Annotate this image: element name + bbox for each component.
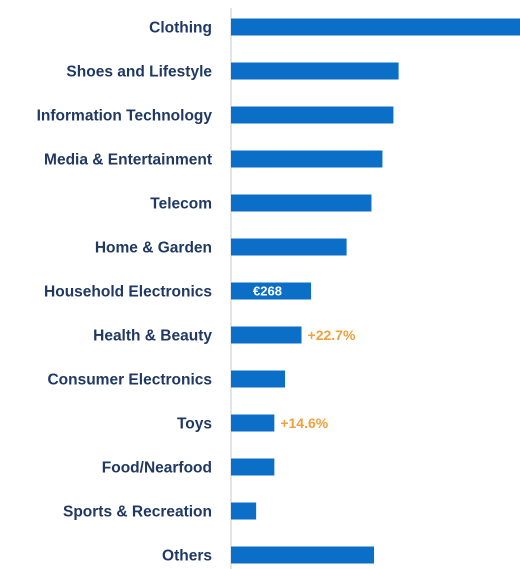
category-label-food-nearfood: Food/Nearfood	[102, 460, 212, 477]
bar-clothing	[231, 18, 520, 36]
bar-consumer-electronics	[231, 370, 286, 388]
bars-layer: €268 +22.7% +14.6%	[231, 18, 520, 564]
category-label-telecom: Telecom	[150, 196, 212, 213]
bar-shoes-and-lifestyle	[231, 62, 399, 80]
category-label-others: Others	[162, 548, 212, 565]
category-label-toys: Toys	[177, 416, 212, 433]
category-label-sports-and-recreation: Sports & Recreation	[63, 504, 212, 521]
bar-home-and-garden	[231, 238, 347, 256]
category-label-media-and-entertainment: Media & Entertainment	[44, 152, 212, 169]
growth-annotation-health-and-beauty: +22.7%	[308, 327, 356, 343]
bar-household-electronics	[231, 282, 312, 300]
bar-sports-and-recreation	[231, 502, 257, 520]
data-label-household-electronics: €268	[253, 284, 282, 299]
category-label-information-technology: Information Technology	[37, 108, 213, 125]
category-label-clothing: Clothing	[149, 20, 212, 37]
category-label-shoes-and-lifestyle: Shoes and Lifestyle	[66, 64, 212, 81]
bar-food-nearfood	[231, 458, 275, 476]
bar-health-and-beauty	[231, 326, 302, 344]
category-label-household-electronics: Household Electronics	[44, 284, 212, 301]
growth-annotation-toys: +14.6%	[280, 415, 328, 431]
bar-information-technology	[231, 106, 394, 124]
category-labels-layer: Clothing Shoes and Lifestyle Information T…	[37, 20, 213, 565]
bar-toys	[231, 414, 275, 432]
bar-media-and-entertainment	[231, 150, 383, 168]
bar-telecom	[231, 194, 372, 212]
category-label-home-and-garden: Home & Garden	[95, 240, 212, 257]
bar-others	[231, 546, 375, 564]
category-label-health-and-beauty: Health & Beauty	[93, 328, 212, 345]
category-label-consumer-electronics: Consumer Electronics	[47, 372, 212, 389]
